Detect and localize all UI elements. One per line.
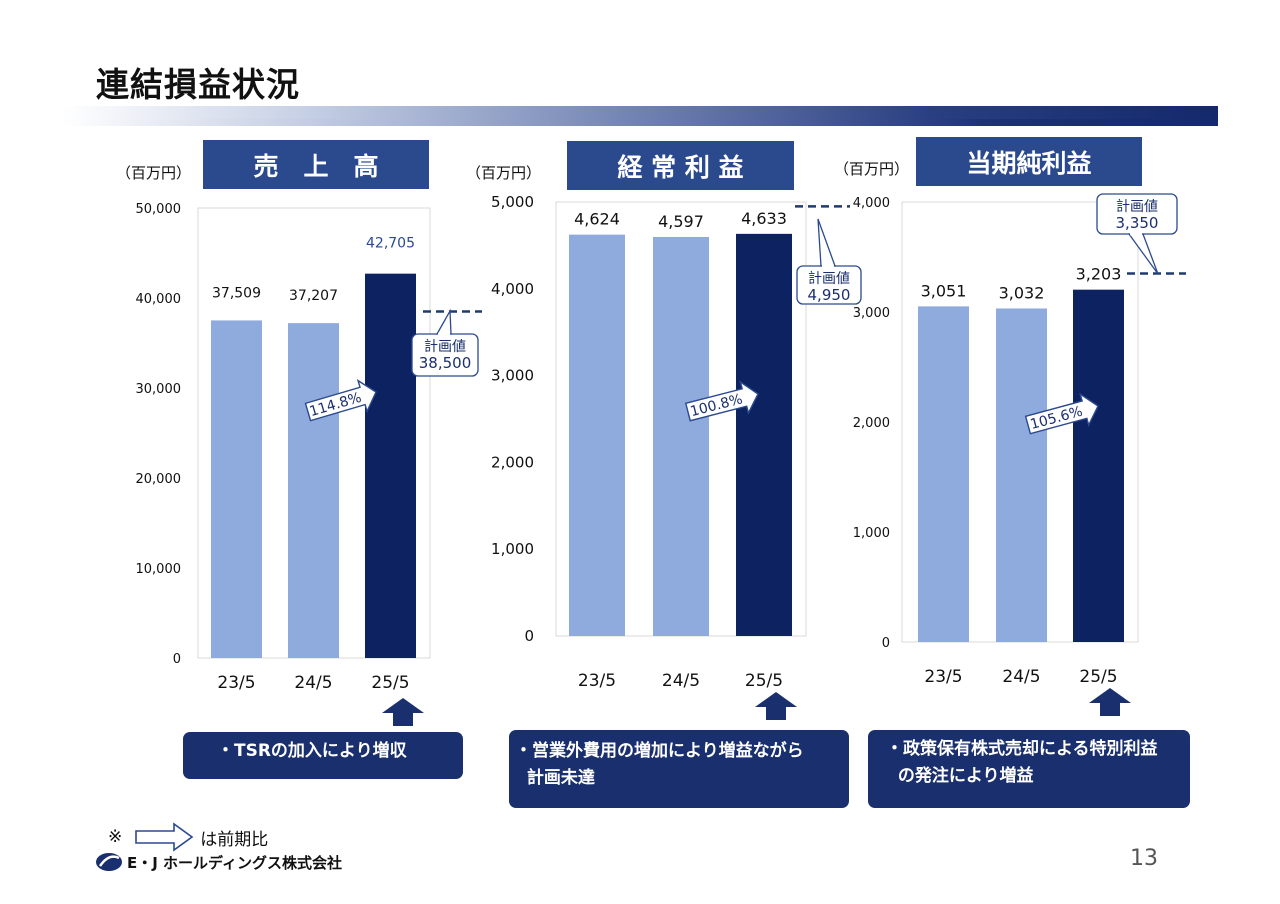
bar-23/5: [569, 234, 625, 637]
data-label: 42,705: [366, 236, 415, 252]
note-box-sales: ・TSRの加入により増収: [183, 732, 463, 779]
page-number: 13: [1130, 846, 1158, 871]
bar-25/5: [736, 233, 792, 637]
title-rule-accent: [63, 119, 1218, 126]
plan-value-label: 3,350: [1116, 214, 1159, 232]
plan-value-label: 4,950: [808, 286, 851, 304]
right-arrow-icon: [135, 822, 194, 852]
y-tick-label: 0: [524, 627, 534, 645]
x-tick-label: 25/5: [371, 673, 409, 693]
x-tick-label: 23/5: [578, 671, 616, 691]
y-tick-label: 0: [173, 652, 181, 667]
x-tick-label: 25/5: [745, 671, 783, 691]
note-line: ・政策保有株式売却による特別利益: [886, 739, 1158, 759]
footnote: ※ は前期比: [108, 822, 268, 852]
footnote-mark: ※: [108, 827, 123, 847]
y-tick-label: 50,000: [136, 202, 182, 217]
y-tick-label: 1,000: [853, 526, 890, 541]
bar-23/5: [211, 320, 262, 658]
growth-arrow-shape: [1024, 392, 1099, 435]
data-label: 37,207: [289, 288, 338, 304]
x-tick-label: 23/5: [924, 667, 962, 687]
unit-label-net-income: （百万円）: [834, 160, 910, 178]
note-line: ・TSRの加入により増収: [217, 741, 407, 761]
data-label: 4,624: [574, 210, 620, 229]
chart-title-net-income: 当期純利益: [916, 137, 1142, 186]
footnote-text: は前期比: [200, 829, 269, 850]
x-tick-label: 24/5: [1002, 667, 1040, 687]
data-label: 4,597: [658, 212, 704, 231]
company-logo: E・J ホールディングス株式会社: [95, 851, 342, 873]
chart-1: 0 1,000 2,000 3,000 4,000 5,000 4,624 23/5 4,597…: [491, 193, 862, 720]
chart-0: 0 10,000 20,000 30,000 40,000 50,000 37,509 23/…: [136, 202, 482, 726]
growth-arrow-shape: [684, 380, 759, 422]
x-tick-label: 23/5: [217, 673, 255, 693]
y-tick-label: 40,000: [136, 292, 182, 307]
y-tick-label: 20,000: [136, 472, 182, 487]
data-label: 3,032: [999, 283, 1045, 302]
unit-label-ordinary-profit: （百万円）: [466, 164, 542, 182]
company-logo-icon: [96, 853, 122, 871]
growth-arrow-shape: [304, 379, 377, 422]
plan-label: 計画値: [424, 339, 466, 355]
note-line: ・営業外費用の増加により増益ながら: [515, 741, 804, 761]
y-tick-label: 4,000: [491, 280, 534, 298]
plan-callout-pointer: [435, 308, 452, 335]
y-tick-label: 2,000: [491, 453, 534, 471]
y-tick-label: 30,000: [136, 382, 182, 397]
plan-callout-pointer: [1127, 233, 1159, 275]
chart-title-ordinary-profit: 経 常 利 益: [567, 141, 794, 190]
note-box-net-income: ・政策保有株式売却による特別利益 の発注により増益: [868, 730, 1190, 808]
up-arrow-icon: [755, 692, 797, 720]
x-tick-label: 25/5: [1079, 667, 1117, 687]
y-tick-label: 2,000: [853, 416, 890, 431]
data-label: 37,509: [212, 285, 261, 301]
bar-23/5: [918, 306, 969, 642]
unit-label-sales: （百万円）: [116, 164, 192, 182]
data-label: 3,051: [921, 281, 967, 300]
up-arrow-icon: [1089, 688, 1131, 716]
x-tick-label: 24/5: [662, 671, 700, 691]
bar-25/5: [365, 273, 416, 658]
page-title: 連結損益状況: [96, 65, 300, 104]
y-tick-label: 4,000: [853, 196, 890, 211]
company-name: E・J ホールディングス株式会社: [127, 853, 343, 872]
note-line: の発注により増益: [886, 766, 1034, 786]
chart-2: 0 1,000 2,000 3,000 4,000 3,051 23/5 3,032 24/5 3…: [853, 193, 1186, 716]
note-line: 計画未達: [515, 768, 595, 788]
y-tick-label: 3,000: [853, 306, 890, 321]
y-tick-label: 5,000: [491, 193, 534, 211]
bar-24/5: [288, 323, 339, 658]
y-tick-label: 1,000: [491, 540, 534, 558]
data-label: 3,203: [1076, 265, 1122, 284]
chart-title-sales: 売 上 高: [203, 140, 429, 189]
bar-25/5: [1073, 289, 1124, 642]
y-tick-label: 3,000: [491, 367, 534, 385]
y-tick-label: 0: [882, 636, 890, 651]
x-tick-label: 24/5: [294, 673, 332, 693]
plan-value-label: 38,500: [419, 354, 472, 372]
plan-label: 計画値: [1116, 199, 1158, 215]
up-arrow-icon: [382, 698, 424, 726]
y-tick-label: 10,000: [136, 562, 182, 577]
bar-24/5: [996, 308, 1047, 642]
plan-label: 計画値: [808, 271, 850, 287]
bar-24/5: [653, 236, 709, 636]
plan-callout-pointer: [817, 218, 836, 267]
data-label: 4,633: [741, 209, 787, 228]
note-box-ordinary-profit: ・営業外費用の増加により増益ながら 計画未達: [509, 730, 849, 808]
